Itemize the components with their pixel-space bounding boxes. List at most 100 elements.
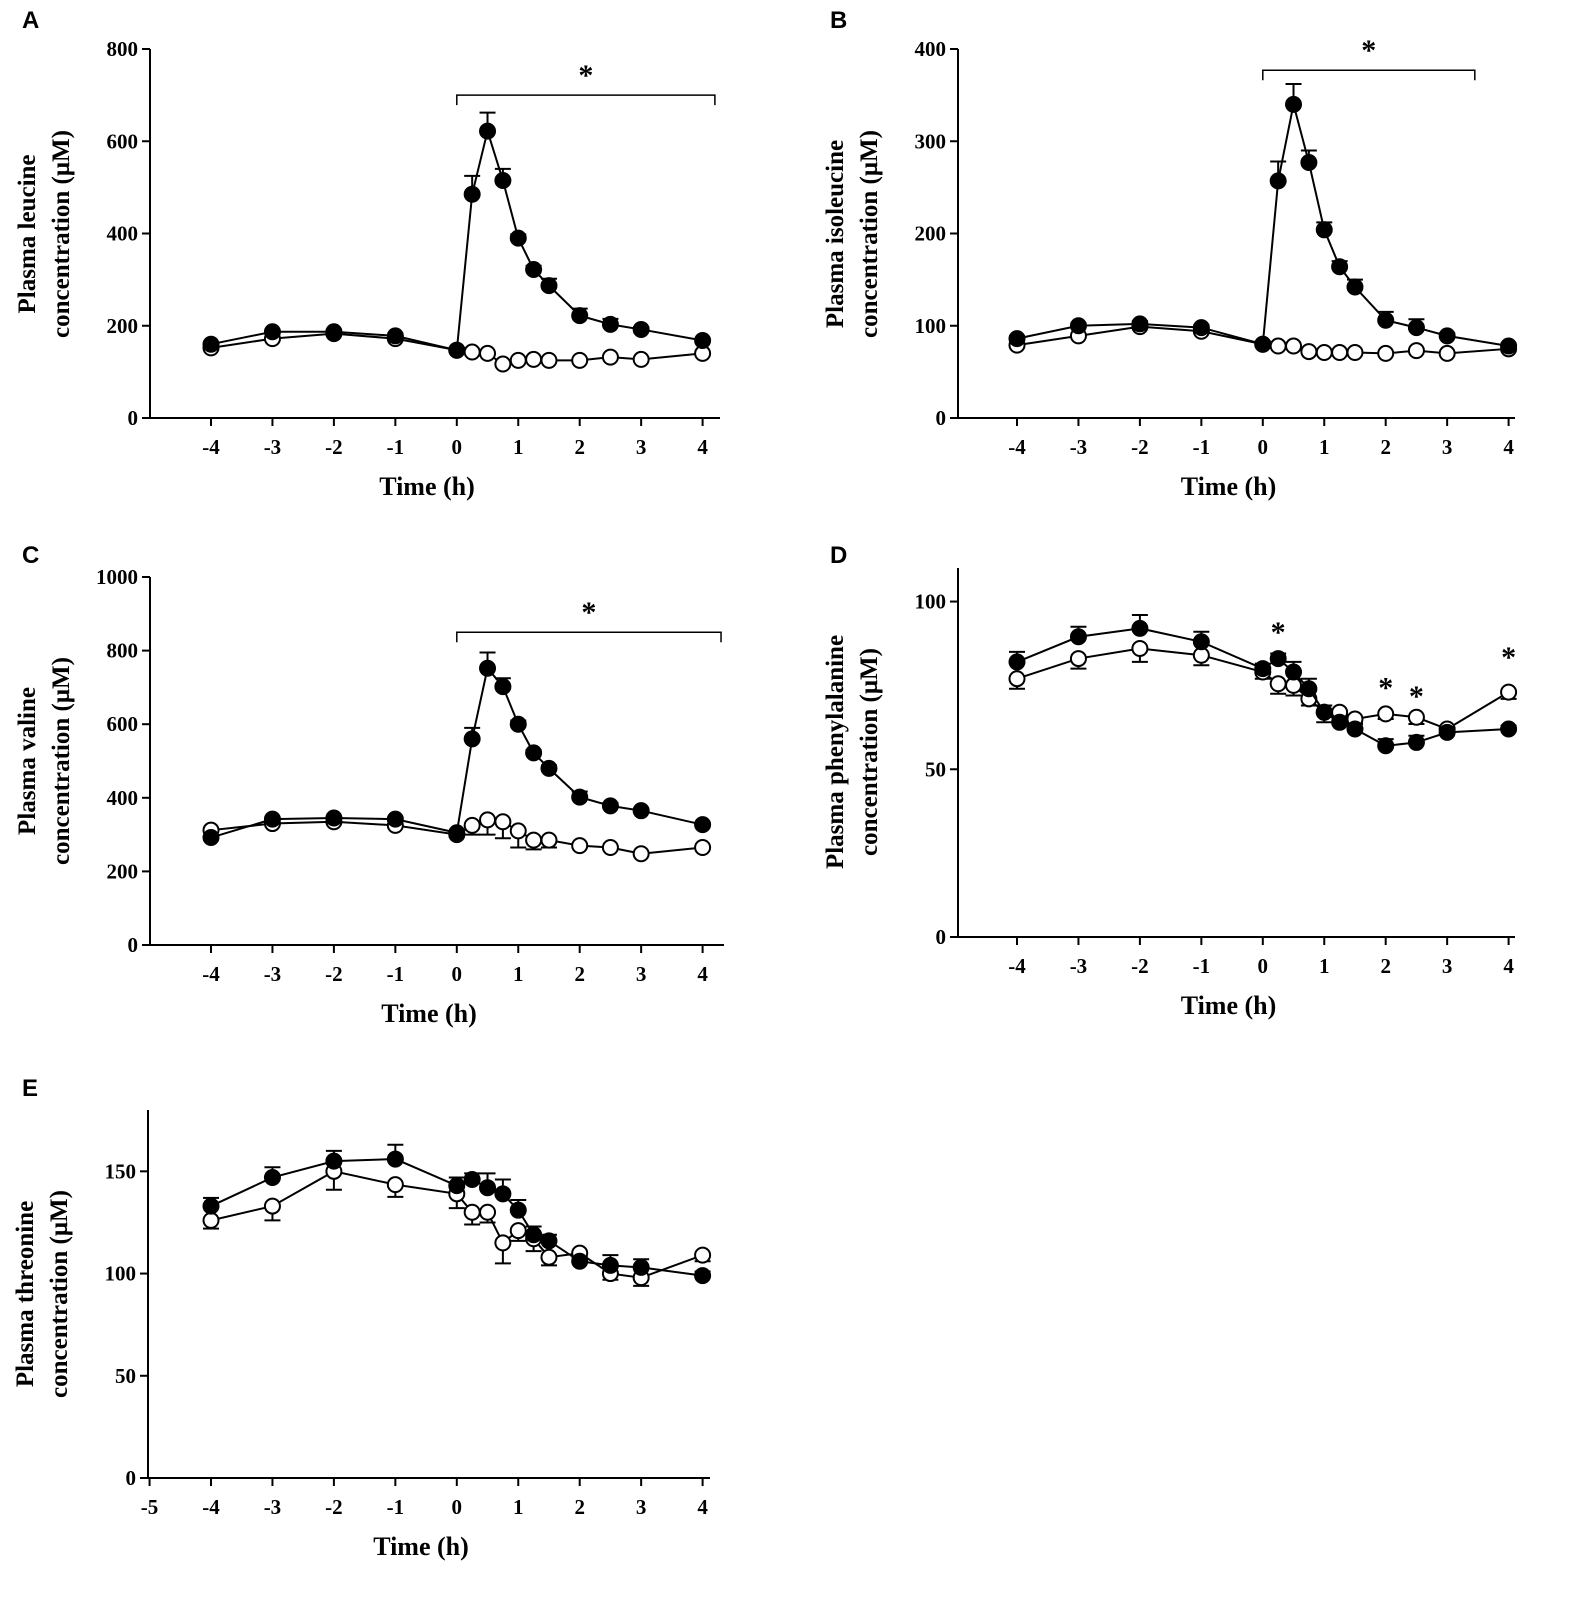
significance-asterisk: * <box>578 59 593 92</box>
y-axis-title-line: Plasma threonine <box>12 1201 39 1387</box>
data-point <box>525 260 543 278</box>
x-tick-label: 1 <box>1319 954 1330 978</box>
data-point <box>1407 708 1425 726</box>
data-point <box>1254 660 1272 678</box>
data-point <box>1131 315 1149 333</box>
data-point <box>463 1203 481 1221</box>
data-point <box>601 315 619 333</box>
data-point <box>571 788 589 806</box>
data-point <box>1346 344 1364 362</box>
y-tick-label: 600 <box>107 129 139 153</box>
y-tick-label: 300 <box>915 129 947 153</box>
y-tick-label: 0 <box>936 925 947 949</box>
y-tick-label: 400 <box>107 786 139 810</box>
x-tick-label: -2 <box>325 1495 343 1519</box>
series-line <box>1016 104 1509 348</box>
data-point <box>694 1246 712 1264</box>
x-tick-label: -4 <box>202 1495 220 1519</box>
data-point <box>494 355 512 373</box>
x-tick-label: -2 <box>325 962 343 986</box>
data-point <box>694 1267 712 1285</box>
data-point <box>202 335 220 353</box>
data-point <box>1300 343 1318 361</box>
x-tick-label: -1 <box>1193 954 1211 978</box>
data-point <box>632 350 650 368</box>
data-point <box>601 348 619 366</box>
y-tick-label: 50 <box>925 757 946 781</box>
x-tick-label: -4 <box>1008 954 1026 978</box>
x-tick-label: 1 <box>1319 435 1330 459</box>
x-tick-label: 4 <box>697 1495 708 1519</box>
data-point <box>448 1177 466 1195</box>
data-point <box>1500 683 1518 701</box>
data-point <box>494 171 512 189</box>
data-point <box>1069 317 1087 335</box>
data-point <box>1269 650 1287 668</box>
data-point <box>571 1252 589 1270</box>
data-point <box>1192 633 1210 651</box>
y-tick-label: 200 <box>915 222 947 246</box>
data-point <box>479 811 497 829</box>
x-tick-label: 1 <box>513 1495 524 1519</box>
data-point <box>1254 335 1272 353</box>
x-tick-label: 4 <box>697 435 708 459</box>
x-tick-label: 4 <box>1503 435 1514 459</box>
x-tick-label: -3 <box>1070 435 1088 459</box>
data-point <box>325 809 343 827</box>
series-filled <box>202 651 712 847</box>
data-point <box>1438 723 1456 741</box>
data-point <box>386 327 404 345</box>
data-point <box>1500 337 1518 355</box>
data-point <box>632 845 650 863</box>
data-point <box>632 1258 650 1276</box>
data-point <box>494 678 512 696</box>
data-point <box>1377 737 1395 755</box>
panel-label: E <box>22 1075 38 1102</box>
data-point <box>694 838 712 856</box>
data-point <box>386 810 404 828</box>
data-point <box>263 323 281 341</box>
x-tick-label: 0 <box>452 1495 463 1519</box>
data-point <box>509 1201 527 1219</box>
x-tick-label: 4 <box>1503 954 1514 978</box>
panel-label: B <box>830 7 847 34</box>
y-tick-label: 100 <box>105 1262 137 1286</box>
x-tick-label: -3 <box>1070 954 1088 978</box>
data-point <box>1407 733 1425 751</box>
y-tick-label: 800 <box>107 37 139 61</box>
x-tick-label: -5 <box>141 1495 159 1519</box>
x-tick-label: -2 <box>1131 954 1149 978</box>
y-tick-label: 0 <box>126 1466 137 1490</box>
y-tick-label: 0 <box>936 406 947 430</box>
y-axis-title-line: Plasma leucine <box>14 154 41 313</box>
data-point <box>448 824 466 842</box>
data-point <box>1331 258 1349 276</box>
data-point <box>1269 675 1287 693</box>
x-tick-label: -1 <box>387 435 405 459</box>
x-tick-label: -1 <box>387 1495 405 1519</box>
x-tick-label: 0 <box>1258 435 1269 459</box>
data-point <box>601 838 619 856</box>
y-tick-label: 200 <box>107 314 139 338</box>
significance-asterisk: * <box>581 596 596 629</box>
data-point <box>1285 95 1303 113</box>
data-point <box>479 122 497 140</box>
data-point <box>1438 344 1456 362</box>
x-tick-label: -2 <box>1131 435 1149 459</box>
data-point <box>525 831 543 849</box>
data-point <box>1285 663 1303 681</box>
y-axis-title-line: concentration (μM) <box>48 130 75 338</box>
data-point <box>325 323 343 341</box>
panel-b: B 0 100 200 300 400 -4 -3 -2 -1 0 1 2 3 4 Time (h) Plasm… <box>822 7 1518 501</box>
x-tick-label: 3 <box>636 1495 647 1519</box>
x-tick-label: 2 <box>1380 954 1391 978</box>
data-point <box>479 344 497 362</box>
y-axis-title-line: Plasma valine <box>14 687 41 835</box>
data-point <box>571 351 589 369</box>
data-point <box>1269 337 1287 355</box>
x-tick-label: 1 <box>513 962 524 986</box>
x-axis-title: Time (h) <box>1181 991 1277 1020</box>
data-point <box>525 1226 543 1244</box>
panel-c: C 0 200 400 600 800 1000 -4 -3 -2 -1 0 1 2 3 4 Time (h) P… <box>14 542 724 1028</box>
